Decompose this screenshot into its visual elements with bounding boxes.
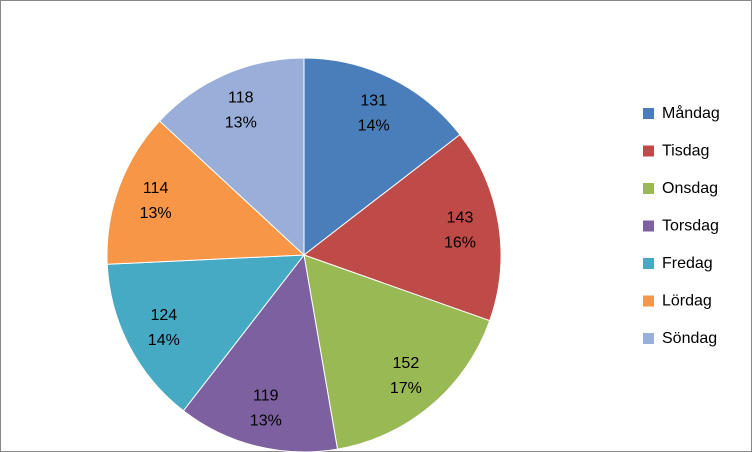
legend-swatch [643,295,654,307]
legend-swatch [643,145,654,157]
pie-slice [106,254,306,412]
legend-label: Lördag [662,293,712,310]
percent-label: 13% [225,114,257,131]
percent-label: 13% [250,413,282,430]
legend-swatch [643,183,654,194]
pie-slice [302,133,502,322]
pie-slice [158,57,305,257]
legend-swatch [643,108,654,119]
percent-label: 13% [140,205,172,222]
legend-label: Torsdag [662,218,719,235]
percent-label: 16% [444,234,476,251]
pie-slice [106,120,306,265]
value-label: 114 [143,180,169,197]
legend-label: Måndag [662,104,720,122]
value-label: 143 [447,209,474,226]
legend-swatch [643,258,654,269]
pie-slice [303,57,461,257]
value-label: 124 [150,307,177,324]
legend-label: Söndag [662,330,717,347]
pie-slice [303,254,491,450]
legend-swatch [643,220,654,232]
legend-label: Onsdag [662,180,718,197]
percent-label: 17% [390,380,422,397]
value-label: 152 [393,355,420,372]
percent-label: 14% [148,332,180,349]
percent-label: 14% [358,117,390,134]
legend-label: Fredag [662,255,713,272]
value-label: 131 [360,92,387,109]
pie-slice [182,253,339,452]
legend-label: Tisdag [662,143,709,160]
value-label: 119 [253,388,279,405]
value-label: 118 [228,89,254,106]
legend-swatch [643,333,654,344]
